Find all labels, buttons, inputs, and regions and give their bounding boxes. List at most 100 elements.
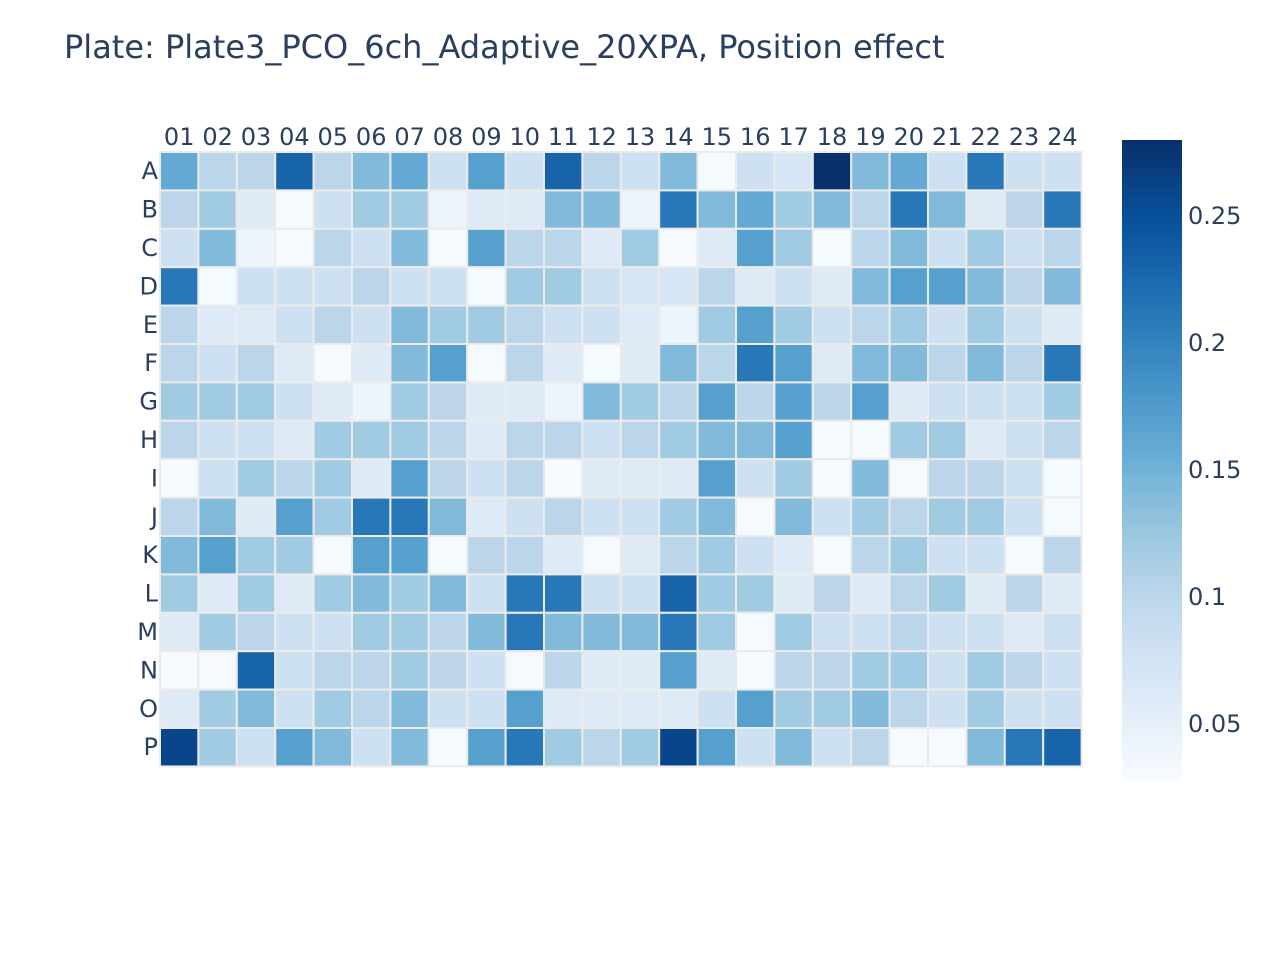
heatmap-cell-O18 (811, 688, 853, 729)
heatmap-cell-N15 (696, 650, 737, 691)
heatmap-cell-D23 (1003, 266, 1045, 307)
heatmap-cell-N01 (159, 650, 200, 691)
heatmap-cell-I17 (773, 458, 814, 499)
heatmap-cell-H01 (159, 419, 200, 461)
heatmap-cell-A20 (888, 151, 929, 192)
heatmap-cell-J08 (427, 496, 469, 538)
heatmap-cell-I13 (619, 458, 661, 499)
column-label: 12 (586, 123, 617, 151)
row-label: A (142, 157, 159, 185)
heatmap-cell-F16 (735, 343, 776, 384)
heatmap-cell-D18 (811, 266, 853, 307)
heatmap-cell-G21 (927, 381, 968, 422)
heatmap-cell-G15 (696, 381, 737, 422)
colorbar-tick-label: 0.15 (1188, 456, 1241, 484)
heatmap-cell-E12 (581, 304, 622, 346)
heatmap-cell-P01 (159, 727, 200, 768)
heatmap-cell-B10 (504, 189, 546, 230)
heatmap-cell-G01 (159, 381, 200, 422)
row-label: E (143, 311, 158, 339)
heatmap-cell-K03 (235, 535, 277, 576)
heatmap-cell-B18 (811, 189, 853, 230)
heatmap-cell-O19 (850, 688, 891, 729)
column-label: 24 (1047, 123, 1078, 151)
heatmap-cell-A15 (696, 151, 737, 192)
heatmap-cell-H09 (466, 419, 507, 461)
heatmap-cell-B17 (773, 189, 814, 230)
heatmap-cell-D12 (581, 266, 622, 307)
heatmap-cell-K12 (581, 535, 622, 576)
heatmap-cell-P10 (504, 727, 546, 768)
heatmap-cell-C20 (888, 227, 929, 269)
heatmap-cell-H06 (351, 419, 392, 461)
heatmap-cell-L21 (927, 573, 968, 614)
heatmap-cell-P03 (235, 727, 277, 768)
heatmap-cell-F23 (1003, 343, 1045, 384)
heatmap-cell-K19 (850, 535, 891, 576)
heatmap-cell-O17 (773, 688, 814, 729)
heatmap-cell-F03 (235, 343, 277, 384)
heatmap-cell-O03 (235, 688, 277, 729)
heatmap-cell-K11 (543, 535, 584, 576)
heatmap-cell-E03 (235, 304, 277, 346)
heatmap-cell-G04 (274, 381, 315, 422)
heatmap-cell-B03 (235, 189, 277, 230)
heatmap-cell-C16 (735, 227, 776, 269)
heatmap-cell-E02 (197, 304, 238, 346)
heatmap-cell-C03 (235, 227, 277, 269)
heatmap-cell-M17 (773, 611, 814, 653)
heatmap-cell-G23 (1003, 381, 1045, 422)
heatmap-cell-D10 (504, 266, 546, 307)
heatmap-cell-F13 (619, 343, 661, 384)
heatmap-cell-L24 (1042, 573, 1083, 614)
heatmap-cell-H08 (427, 419, 469, 461)
heatmap-cell-P21 (927, 727, 968, 768)
column-label: 10 (510, 123, 541, 151)
heatmap-cell-H12 (581, 419, 622, 461)
row-label: B (142, 196, 158, 224)
heatmap-cell-D20 (888, 266, 929, 307)
heatmap-cell-A22 (965, 151, 1006, 192)
heatmap-cell-N06 (351, 650, 392, 691)
heatmap-cell-G12 (581, 381, 622, 422)
heatmap-cell-B24 (1042, 189, 1083, 230)
heatmap-cell-F22 (965, 343, 1006, 384)
heatmap-cell-O16 (735, 688, 776, 729)
heatmap-cell-B11 (543, 189, 584, 230)
heatmap-cell-P12 (581, 727, 622, 768)
heatmap-cell-J24 (1042, 496, 1083, 538)
heatmap-cell-M14 (658, 611, 699, 653)
column-label: 01 (164, 123, 195, 151)
heatmap-cell-L07 (389, 573, 430, 614)
heatmap-cell-M20 (888, 611, 929, 653)
heatmap-cell-B02 (197, 189, 238, 230)
heatmap-cell-P06 (351, 727, 392, 768)
heatmap-cell-F24 (1042, 343, 1083, 384)
column-label: 08 (433, 123, 464, 151)
column-label: 15 (702, 123, 733, 151)
heatmap-cell-C18 (811, 227, 853, 269)
heatmap-cell-E16 (735, 304, 776, 346)
heatmap-cell-J01 (159, 496, 200, 538)
heatmap-cell-O06 (351, 688, 392, 729)
heatmap-cell-E04 (274, 304, 315, 346)
heatmap-cell-P24 (1042, 727, 1083, 768)
heatmap-cell-I07 (389, 458, 430, 499)
heatmap-cell-I20 (888, 458, 929, 499)
heatmap-cell-K06 (351, 535, 392, 576)
heatmap-cell-D21 (927, 266, 968, 307)
heatmap-cell-I21 (927, 458, 968, 499)
heatmap-cell-J23 (1003, 496, 1045, 538)
heatmap-cell-J15 (696, 496, 737, 538)
row-label: I (151, 464, 158, 492)
row-label: M (137, 618, 158, 646)
column-label: 17 (778, 123, 809, 151)
colorbar-tick-label: 0.1 (1188, 583, 1226, 611)
heatmap-cell-C12 (581, 227, 622, 269)
column-label: 23 (1009, 123, 1040, 151)
heatmap-cell-H20 (888, 419, 929, 461)
heatmap-cell-M13 (619, 611, 661, 653)
heatmap-cell-O02 (197, 688, 238, 729)
row-label: K (142, 541, 159, 569)
heatmap-cell-B20 (888, 189, 929, 230)
